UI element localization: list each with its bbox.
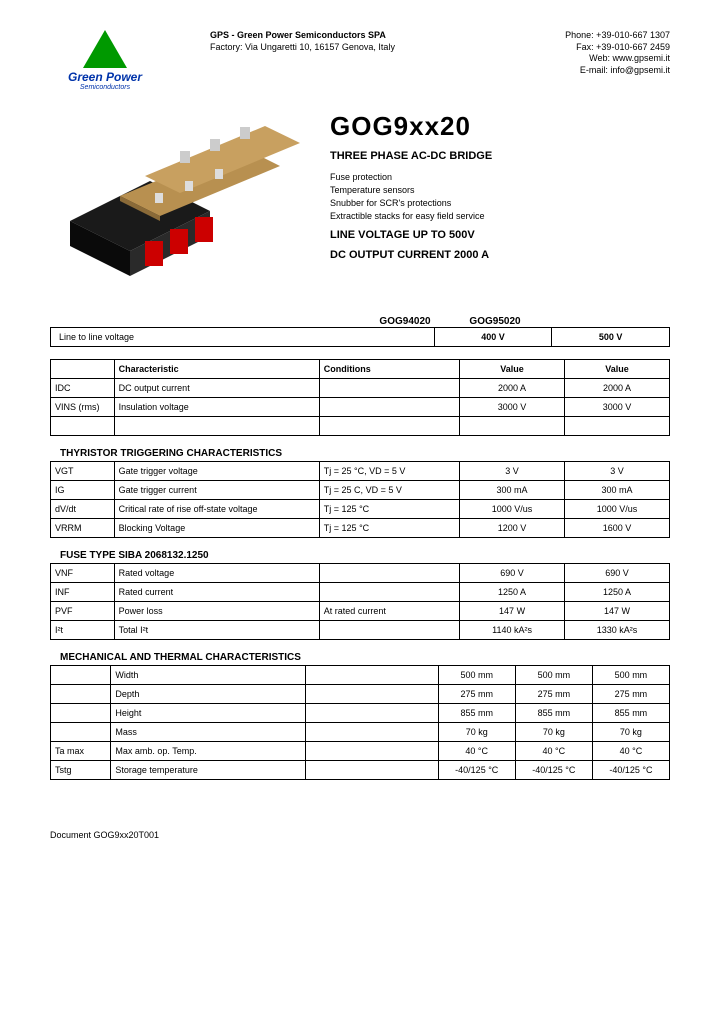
table-row: TstgStorage temperature-40/125 °C-40/125… (51, 761, 670, 780)
line-voltage-table: Line to line voltage 400 V 500 V (50, 327, 670, 347)
section-fuse: FUSE TYPE SIBA 2068132.1250 (60, 550, 670, 561)
part-number: GOG9xx20 (330, 111, 670, 142)
subtitle: THREE PHASE AC-DC BRIDGE (330, 150, 670, 162)
logo-brand: Green Power (68, 70, 142, 84)
spec-line: DC OUTPUT CURRENT 2000 A (330, 249, 670, 261)
spec-line: LINE VOLTAGE UP TO 500V (330, 229, 670, 241)
table-row: Width500 mm500 mm500 mm (51, 666, 670, 685)
header: Green Power Semiconductors GPS - Green P… (50, 30, 670, 91)
line-voltage-b: 500 V (552, 328, 670, 347)
section-thyristor: THYRISTOR TRIGGERING CHARACTERISTICS (60, 448, 670, 459)
footer-doc-id: Document GOG9xx20T001 (50, 830, 670, 840)
section-mech: MECHANICAL AND THERMAL CHARACTERISTICS (60, 652, 670, 663)
table-row: I²tTotal I²t1140 kA²s1330 kA²s (51, 621, 670, 640)
table-row: PVFPower lossAt rated current147 W147 W (51, 602, 670, 621)
feature: Extractible stacks for easy field servic… (330, 211, 670, 221)
logo-sub: Semiconductors (80, 84, 130, 91)
table-row: IGGate trigger currentTj = 25 C, VD = 5 … (51, 481, 670, 500)
company-name: GPS - Green Power Semiconductors SPA (210, 30, 386, 40)
line-voltage-label: Line to line voltage (51, 328, 435, 347)
table-row: IDCDC output current2000 A2000 A (51, 379, 670, 398)
feature: Temperature sensors (330, 185, 670, 195)
company-info: GPS - Green Power Semiconductors SPA Fac… (160, 30, 520, 53)
table-row: VNFRated voltage690 V690 V (51, 564, 670, 583)
contact-fax: Fax: +39-010-667 2459 (520, 42, 670, 54)
logo: Green Power Semiconductors (50, 30, 160, 91)
table-row: VRRMBlocking VoltageTj = 125 °C1200 V160… (51, 519, 670, 538)
fuse-table: VNFRated voltage690 V690 V INFRated curr… (50, 563, 670, 640)
table-row: Depth275 mm275 mm275 mm (51, 685, 670, 704)
hdr-val: Value (460, 360, 565, 379)
line-voltage-a: 400 V (434, 328, 552, 347)
hdr-char: Characteristic (114, 360, 319, 379)
model-a: GOG94020 (360, 316, 450, 327)
table-row: dV/dtCritical rate of rise off-state vol… (51, 500, 670, 519)
hero-section: GOG9xx20 THREE PHASE AC-DC BRIDGE Fuse p… (50, 101, 670, 301)
thyristor-table: VGTGate trigger voltageTj = 25 °C, VD = … (50, 461, 670, 538)
logo-triangle-icon (83, 30, 127, 68)
table-row: Height855 mm855 mm855 mm (51, 704, 670, 723)
datasheet-page: Green Power Semiconductors GPS - Green P… (0, 0, 720, 880)
company-addr: Factory: Via Ungaretti 10, 16157 Genova,… (210, 42, 520, 54)
table-row: INFRated current1250 A1250 A (51, 583, 670, 602)
table-row: VGTGate trigger voltageTj = 25 °C, VD = … (51, 462, 670, 481)
feature: Fuse protection (330, 172, 670, 182)
model-b: GOG95020 (450, 316, 540, 327)
hdr-val: Value (565, 360, 670, 379)
table-row: VINS (rms)Insulation voltage3000 V3000 V (51, 398, 670, 417)
mech-table: Width500 mm500 mm500 mm Depth275 mm275 m… (50, 665, 670, 780)
model-header-row: GOG94020 GOG95020 (50, 316, 670, 327)
table-row: Ta maxMax amb. op. Temp.40 °C40 °C40 °C (51, 742, 670, 761)
main-characteristics-table: Characteristic Conditions Value Value ID… (50, 359, 670, 436)
hdr-cond: Conditions (319, 360, 459, 379)
contact-web: Web: www.gpsemi.it (520, 53, 670, 65)
product-render (50, 101, 310, 301)
hero-text: GOG9xx20 THREE PHASE AC-DC BRIDGE Fuse p… (330, 101, 670, 301)
contact-email: E-mail: info@gpsemi.it (520, 65, 670, 77)
feature: Snubber for SCR's protections (330, 198, 670, 208)
table-row: Mass70 kg70 kg70 kg (51, 723, 670, 742)
table-row (51, 417, 670, 436)
contact-info: Phone: +39-010-667 1307 Fax: +39-010-667… (520, 30, 670, 77)
contact-phone: Phone: +39-010-667 1307 (520, 30, 670, 42)
